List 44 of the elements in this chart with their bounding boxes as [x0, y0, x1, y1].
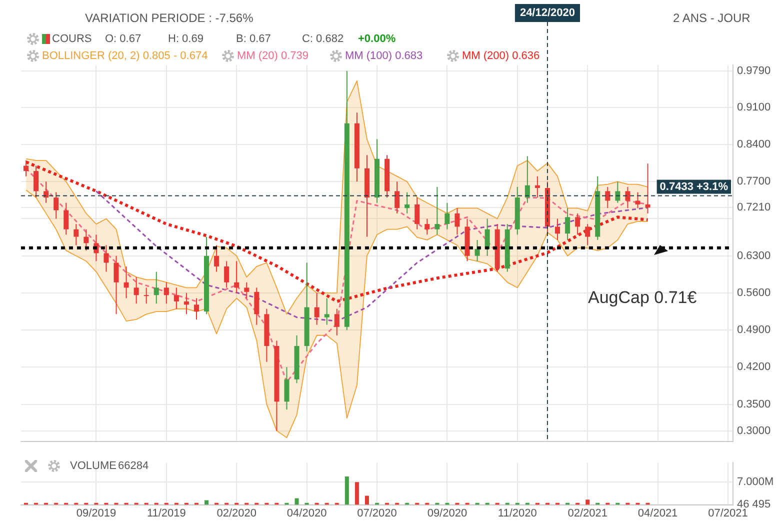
text: VARIATION PERIODE : -7.56% [85, 11, 254, 25]
text: MM (100) 0.683 [345, 49, 423, 63]
ref-line-label: 0.7433 +3.1% [660, 180, 728, 193]
text: H: 0.69 [168, 32, 204, 46]
x-tick-label: 07/2021 [708, 507, 748, 520]
x-tick-label: 11/2019 [146, 507, 186, 520]
annotation: AugCap 0.71€ [588, 288, 697, 308]
y-tick-label: 0.4200 [737, 361, 771, 374]
y-tick-label: 0.9100 [737, 101, 771, 114]
legend-label: COURS [52, 32, 92, 46]
x-tick-label: 04/2020 [286, 507, 327, 520]
text: O: 0.67 [105, 32, 142, 46]
y-tick-label: 7.000M [737, 476, 774, 488]
x-tick-label: 07/2020 [357, 507, 397, 520]
bar [344, 476, 349, 505]
x-tick-label: 02/2020 [216, 507, 256, 520]
ref-line-label: 24/12/2020 [520, 7, 576, 20]
bar [354, 482, 359, 505]
chart-title: VOLUME [70, 459, 116, 473]
y-tick-label: 0.5600 [737, 286, 771, 299]
text: MM (20) 0.739 [237, 49, 309, 63]
y-tick-label: 0.3500 [737, 398, 771, 410]
y-tick-label: 0.6300 [737, 250, 771, 262]
y-tick-label: 0.8400 [737, 138, 771, 151]
text: C: 0.682 [302, 32, 344, 46]
text: MM (200) 0.636 [462, 49, 540, 63]
y-tick-label: 0.9790 [737, 64, 771, 77]
y-tick-label: 0.7700 [737, 176, 771, 188]
y-tick-label: 0.4900 [737, 324, 771, 336]
x-tick-label: 09/2020 [427, 507, 468, 520]
x-tick-label: 09/2019 [76, 507, 116, 520]
text: +0.00% [358, 32, 396, 46]
y-tick-label: 0.3000 [737, 424, 771, 437]
text: 2 ANS - JOUR [673, 11, 750, 25]
annotation: 66284 [118, 459, 149, 473]
x-tick-label: 02/2021 [568, 507, 608, 520]
bar [364, 496, 369, 505]
text: BOLLINGER (20, 2) 0.805 - 0.674 [42, 49, 208, 63]
bar [294, 498, 299, 505]
x-tick-label: 04/2021 [638, 507, 678, 520]
x-tick-label: 11/2020 [498, 507, 537, 520]
text: B: 0.67 [236, 32, 271, 46]
y-tick-label: 0.7210 [737, 202, 771, 214]
bar [586, 500, 590, 505]
